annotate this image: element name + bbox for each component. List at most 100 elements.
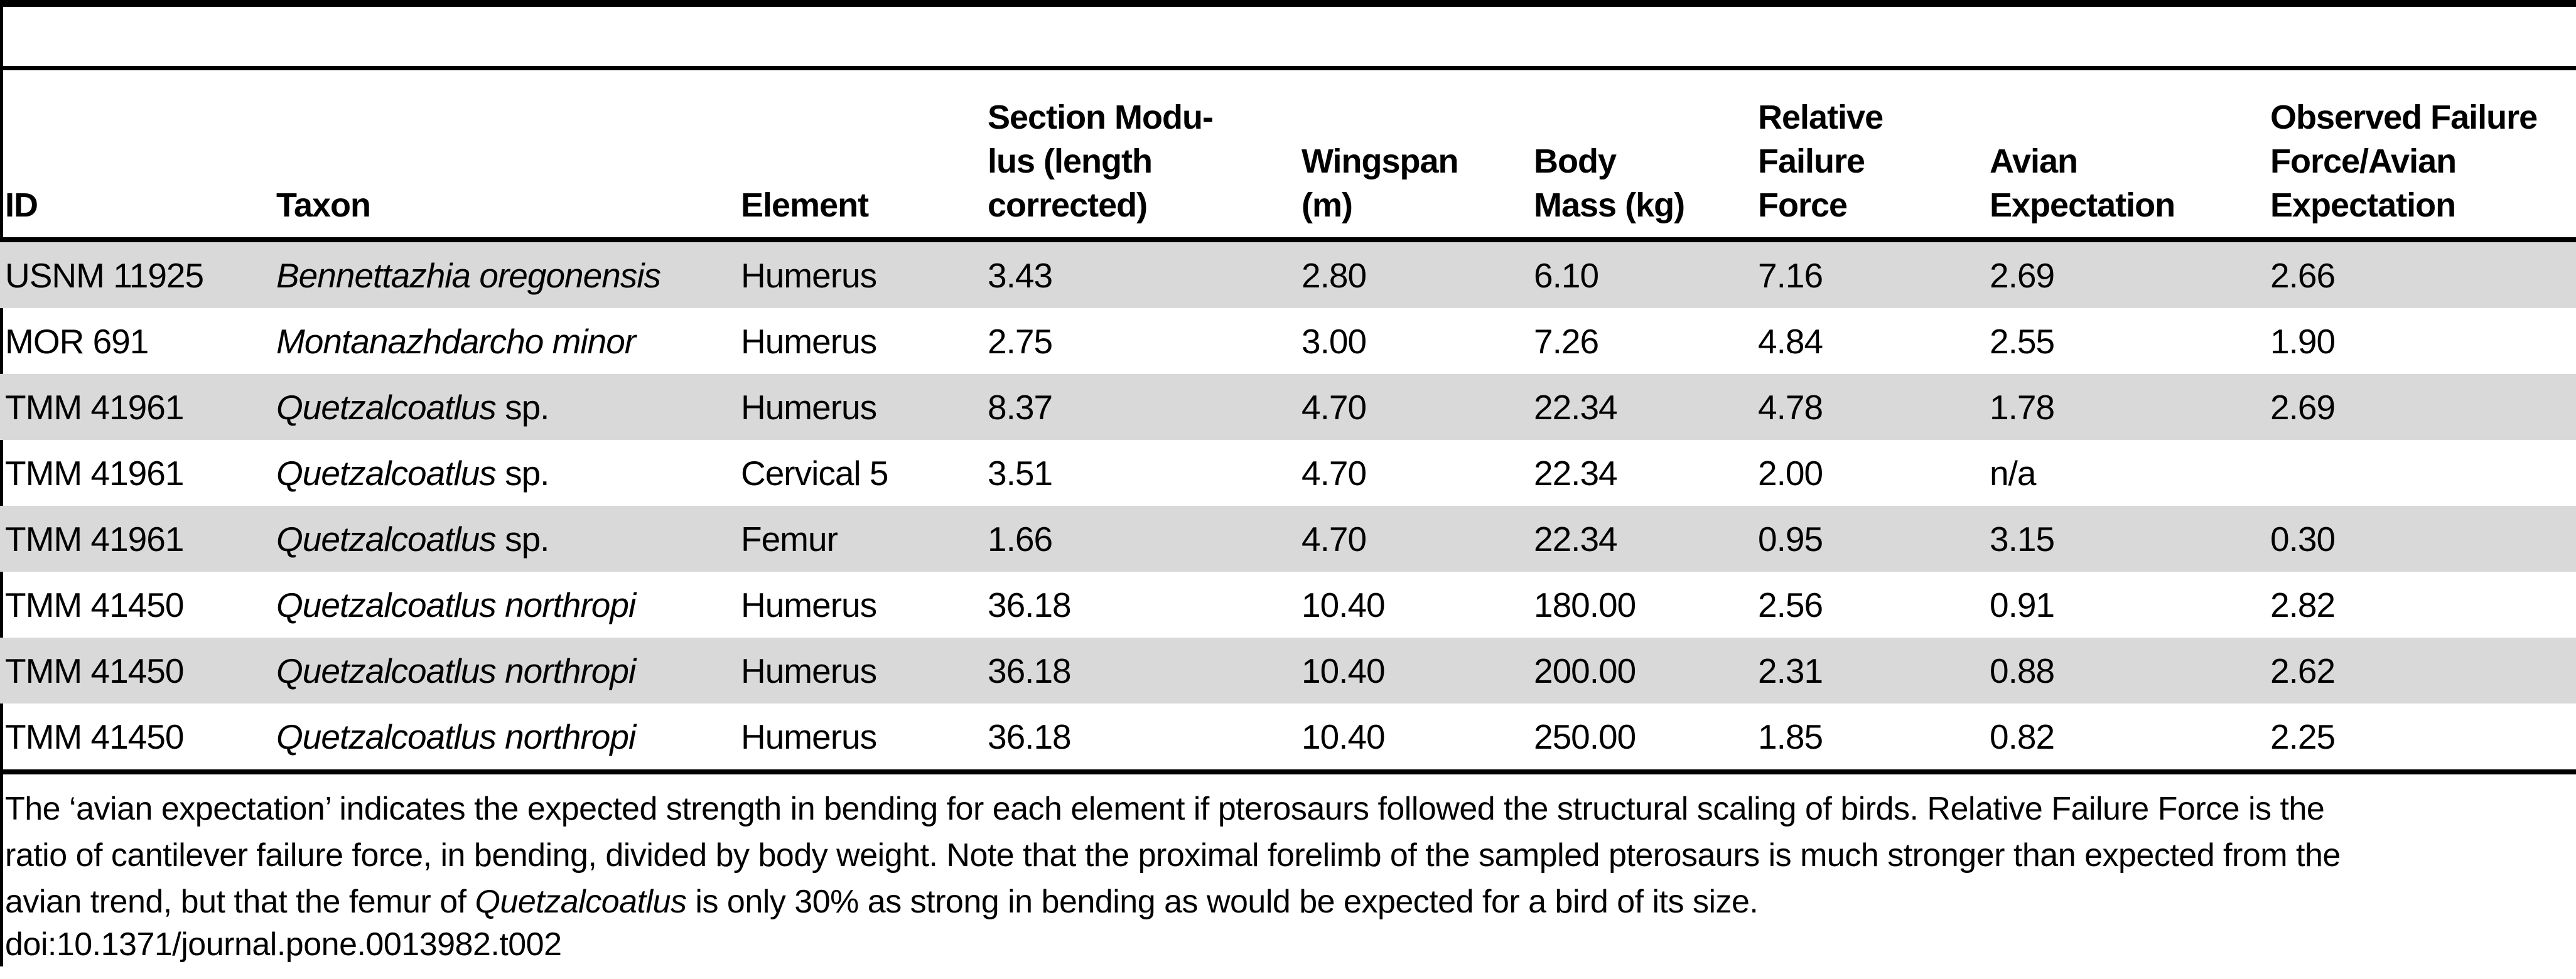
cell-avian-expectation: 0.88 — [1990, 638, 2270, 703]
cell-observed-over-avian: 2.25 — [2270, 717, 2336, 756]
cell-relative-failure-force: 2.00 — [1758, 453, 1823, 493]
cell-avian-expectation: 0.91 — [1990, 585, 2055, 624]
table-footer: The ‘avian expectation’ indicates the ex… — [5, 786, 2573, 964]
taxon-name: Quetzalcoatlus northropi — [276, 651, 636, 690]
cell-element: Humerus — [741, 374, 988, 440]
table-row: TMM 41450 Quetzalcoatlus northropi Humerus… — [0, 572, 2576, 638]
table-row: TMM 41961 Quetzalcoatlus sp. Femur 1.66 4.70… — [0, 506, 2576, 572]
cell-relative-failure-force: 7.16 — [1758, 240, 1990, 308]
cell-element: Humerus — [741, 321, 877, 361]
cell-body-mass: 7.26 — [1534, 321, 1599, 361]
table-row: TMM 41450 Quetzalcoatlus northropi Humerus… — [0, 638, 2576, 703]
column-header-id: ID — [0, 68, 276, 242]
column-header-wingspan: Wingspan (m) — [1301, 68, 1534, 242]
column-header-element: Element — [741, 68, 988, 242]
cell-avian-expectation: 0.82 — [1990, 717, 2055, 756]
cell-element: Cervical 5 — [741, 453, 889, 493]
cell-section-modulus: 2.75 — [988, 321, 1053, 361]
cell-observed-over-avian — [2270, 440, 2576, 506]
cell-relative-failure-force: 0.95 — [1758, 506, 1990, 572]
table-row: MOR 691 Montanazhdarcho minor Humerus 2.75 3… — [0, 308, 2576, 374]
cell-section-modulus: 1.66 — [988, 506, 1301, 572]
caption-line: avian trend, but that the femur of Quetz… — [5, 884, 1759, 920]
cell-section-modulus: 36.18 — [988, 585, 1072, 624]
cell-observed-over-avian: 1.90 — [2270, 321, 2336, 361]
cell-observed-over-avian: 2.82 — [2270, 585, 2336, 624]
table-row: TMM 41450 Quetzalcoatlus northropi Humerus… — [0, 703, 2576, 772]
table-row: TMM 41961 Quetzalcoatlus sp. Cervical 5 3.5… — [0, 440, 2576, 506]
cell-section-modulus: 3.51 — [988, 453, 1053, 493]
column-header-observed-over-avian: Observed Failure Force/Avian Expectation — [2270, 68, 2576, 242]
taxon-name: Bennettazhia oregonensis — [276, 255, 661, 295]
column-header-avian-expectation: Avian Expectation — [1990, 68, 2270, 242]
cell-element: Humerus — [741, 638, 988, 703]
cell-taxon: Montanazhdarcho minor — [276, 308, 741, 374]
cell-taxon: Quetzalcoatlus sp. — [276, 506, 741, 572]
cell-element: Femur — [741, 506, 988, 572]
cell-taxon: Bennettazhia oregonensis — [276, 240, 741, 308]
cell-relative-failure-force: 2.56 — [1758, 585, 1823, 624]
column-header-body-mass: Body Mass (kg) — [1534, 68, 1758, 242]
cell-observed-over-avian: 2.62 — [2270, 638, 2576, 703]
cell-wingspan: 3.00 — [1301, 321, 1367, 361]
left-edge-rule — [0, 0, 3, 966]
doi-text: doi:10.1371/journal.pone.0013982.t002 — [5, 926, 562, 963]
cell-body-mass: 6.10 — [1534, 240, 1758, 308]
cell-body-mass: 22.34 — [1534, 374, 1758, 440]
cell-avian-expectation: 2.55 — [1990, 321, 2055, 361]
cell-avian-expectation: n/a — [1990, 453, 2036, 493]
cell-relative-failure-force: 4.84 — [1758, 321, 1823, 361]
cell-id: TMM 41450 — [5, 717, 184, 756]
cell-wingspan: 4.70 — [1301, 506, 1534, 572]
header-row: ID Taxon Element Section Modu- lus (leng… — [0, 68, 2576, 242]
taxon-name: Quetzalcoatlus northropi — [276, 717, 636, 756]
cell-avian-expectation: 2.69 — [1990, 240, 2270, 308]
cell-id: TMM 41961 — [0, 374, 276, 440]
cell-id: USNM 11925 — [0, 240, 276, 308]
cell-wingspan: 2.80 — [1301, 240, 1534, 308]
column-header-section-modulus: Section Modu- lus (length corrected) — [988, 68, 1301, 242]
column-header-relative-failure-force: Relative Failure Force — [1758, 68, 1990, 242]
cell-avian-expectation: 1.78 — [1990, 374, 2270, 440]
cell-section-modulus: 36.18 — [988, 717, 1072, 756]
cell-element: Humerus — [741, 717, 877, 756]
cell-element: Humerus — [741, 585, 877, 624]
taxon-name: Quetzalcoatlus — [276, 453, 497, 493]
cell-observed-over-avian: 0.30 — [2270, 506, 2576, 572]
caption-line: The ‘avian expectation’ indicates the ex… — [5, 791, 2325, 827]
taxon-name: Quetzalcoatlus northropi — [276, 585, 636, 624]
cell-taxon: Quetzalcoatlus northropi — [276, 638, 741, 703]
cell-relative-failure-force: 4.78 — [1758, 374, 1990, 440]
table-body: USNM 11925 Bennettazhia oregonensis Humeru… — [0, 240, 2576, 772]
cell-wingspan: 10.40 — [1301, 585, 1386, 624]
taxon-name: Quetzalcoatlus — [276, 519, 497, 559]
cell-relative-failure-force: 2.31 — [1758, 638, 1990, 703]
cell-element: Humerus — [741, 240, 988, 308]
cell-body-mass: 180.00 — [1534, 585, 1636, 624]
cell-id: TMM 41450 — [5, 585, 184, 624]
column-header-taxon: Taxon — [276, 68, 741, 242]
cell-taxon: Quetzalcoatlus sp. — [276, 374, 741, 440]
taxon-name: Montanazhdarcho minor — [276, 321, 636, 361]
cell-taxon: Quetzalcoatlus northropi — [276, 572, 741, 638]
table-row: USNM 11925 Bennettazhia oregonensis Humeru… — [0, 240, 2576, 308]
cell-avian-expectation: 3.15 — [1990, 506, 2270, 572]
taxon-name: Quetzalcoatlus — [276, 387, 497, 427]
table-caption: The ‘avian expectation’ indicates the ex… — [5, 786, 2573, 925]
cell-body-mass: 200.00 — [1534, 638, 1758, 703]
data-table: ID Taxon Element Section Modu- lus (leng… — [0, 66, 2576, 774]
cell-body-mass: 22.34 — [1534, 506, 1758, 572]
cell-wingspan: 10.40 — [1301, 717, 1386, 756]
cell-observed-over-avian: 2.69 — [2270, 374, 2576, 440]
cell-id: TMM 41961 — [5, 453, 184, 493]
cell-section-modulus: 3.43 — [988, 240, 1301, 308]
table-row: TMM 41961 Quetzalcoatlus sp. Humerus 8.37 4.… — [0, 374, 2576, 440]
cell-body-mass: 250.00 — [1534, 717, 1636, 756]
cell-wingspan: 10.40 — [1301, 638, 1534, 703]
cell-id: TMM 41450 — [0, 638, 276, 703]
cell-id: TMM 41961 — [0, 506, 276, 572]
cell-taxon: Quetzalcoatlus sp. — [276, 453, 549, 493]
cell-wingspan: 4.70 — [1301, 374, 1534, 440]
top-rule — [0, 0, 2576, 7]
